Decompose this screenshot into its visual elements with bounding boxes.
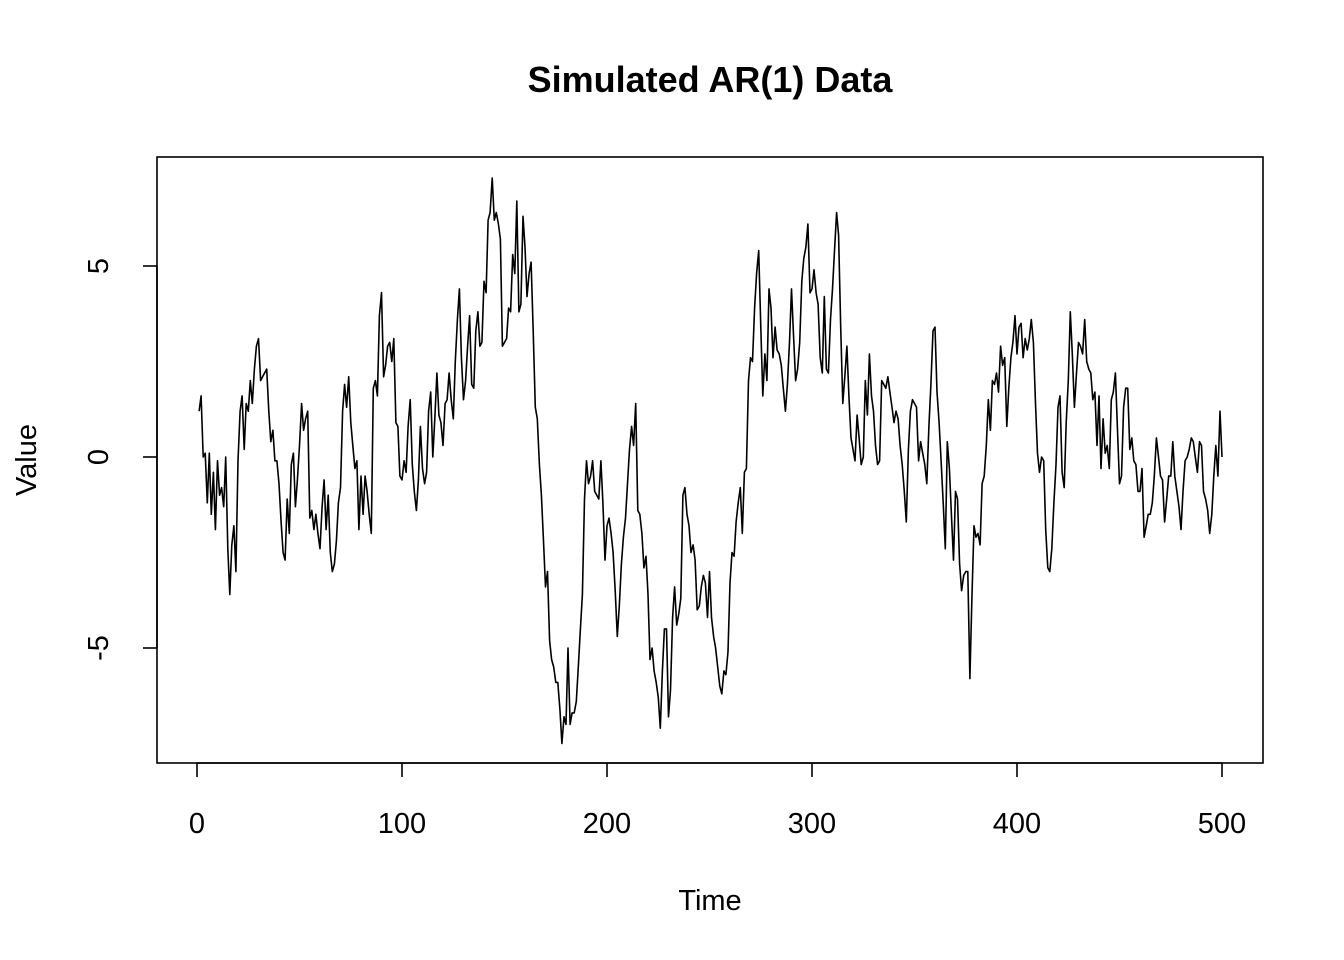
x-axis-label: Time [678,885,741,917]
x-tick-label: 400 [993,808,1041,840]
x-tick-label: 200 [583,808,631,840]
y-tick-label: 5 [83,258,115,274]
x-tick-label: 100 [378,808,426,840]
y-tick-label: -5 [83,635,115,661]
plot-frame [156,156,1264,764]
x-tick-label: 0 [189,808,205,840]
series-line [198,177,1223,745]
chart-title: Simulated AR(1) Data [528,59,894,100]
x-tick-label: 300 [788,808,836,840]
y-axis: -5 0 5 [83,258,158,661]
x-tick-label: 500 [1198,808,1246,840]
x-axis: 0 100 200 300 400 500 [189,762,1246,840]
y-axis-label: Value [11,424,43,496]
y-tick-label: 0 [83,449,115,465]
